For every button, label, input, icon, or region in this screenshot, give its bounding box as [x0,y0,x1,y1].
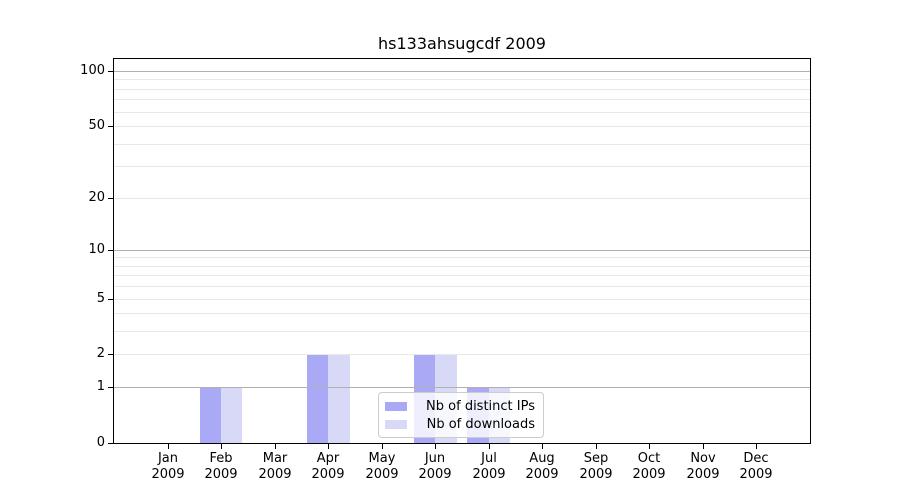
y-tick-label: 0 [96,435,105,450]
major-gridline [114,250,810,251]
minor-gridline [114,166,810,167]
y-tick-mark [108,198,113,199]
legend-item-distinct-ips: Nb of distinct IPs [385,397,535,415]
x-tick-mark [275,444,276,449]
y-tick-mark [108,299,113,300]
y-tick-mark [108,443,113,444]
legend-swatch-downloads [385,419,407,429]
minor-gridline [114,257,810,258]
x-tick-label: Mar 2009 [258,451,292,482]
y-tick-mark [108,126,113,127]
x-tick-mark [703,444,704,449]
y-tick-label: 2 [96,346,105,361]
minor-gridline [114,354,810,355]
y-tick-mark [108,354,113,355]
legend-item-downloads: Nb of downloads [385,415,535,433]
minor-gridline [114,275,810,276]
minor-gridline [114,112,810,113]
y-tick-label: 100 [80,63,105,78]
legend: Nb of distinct IPs Nb of downloads [378,392,544,438]
x-tick-mark [328,444,329,449]
legend-swatch-distinct-ips [385,401,407,411]
bar-feb-downloads [221,387,243,443]
legend-label-distinct-ips: Nb of distinct IPs [426,398,535,414]
x-tick-mark [649,444,650,449]
x-tick-mark [756,444,757,449]
minor-gridline [114,79,810,80]
minor-gridline [114,299,810,300]
x-tick-label: Sep 2009 [579,451,613,482]
minor-gridline [114,313,810,314]
bar-apr-downloads [328,354,350,443]
minor-gridline [114,286,810,287]
x-tick-mark [382,444,383,449]
x-tick-label: Oct 2009 [632,451,666,482]
y-tick-label: 20 [88,190,105,205]
x-tick-label: Apr 2009 [311,451,345,482]
minor-gridline [114,89,810,90]
y-tick-label: 5 [96,291,105,306]
x-tick-label: Jan 2009 [151,451,185,482]
x-tick-label: Feb 2009 [204,451,238,482]
grid-layer [114,59,810,443]
x-tick-mark [168,444,169,449]
major-gridline [114,71,810,72]
x-tick-label: Jul 2009 [472,451,506,482]
x-tick-mark [542,444,543,449]
y-tick-mark [108,250,113,251]
x-tick-mark [596,444,597,449]
x-tick-label: Nov 2009 [686,451,720,482]
y-tick-label: 50 [88,118,105,133]
x-tick-label: Jun 2009 [418,451,452,482]
minor-gridline [114,331,810,332]
y-tick-label: 1 [96,379,105,394]
y-tick-label: 10 [88,242,105,257]
chart-title: hs133ahsugcdf 2009 [378,34,546,53]
minor-gridline [114,126,810,127]
legend-label-downloads: Nb of downloads [426,416,535,432]
x-tick-mark [489,444,490,449]
minor-gridline [114,144,810,145]
y-tick-mark [108,71,113,72]
x-tick-label: May 2009 [365,451,399,482]
x-tick-mark [435,444,436,449]
x-tick-mark [221,444,222,449]
minor-gridline [114,99,810,100]
bar-feb-distinct-ips [199,387,222,443]
minor-gridline [114,266,810,267]
minor-gridline [114,198,810,199]
plot-area: Nb of distinct IPs Nb of downloads [113,58,811,444]
x-tick-label: Dec 2009 [739,451,773,482]
major-gridline [114,387,810,388]
y-tick-mark [108,387,113,388]
bar-apr-distinct-ips [306,354,329,443]
x-tick-label: Aug 2009 [525,451,559,482]
